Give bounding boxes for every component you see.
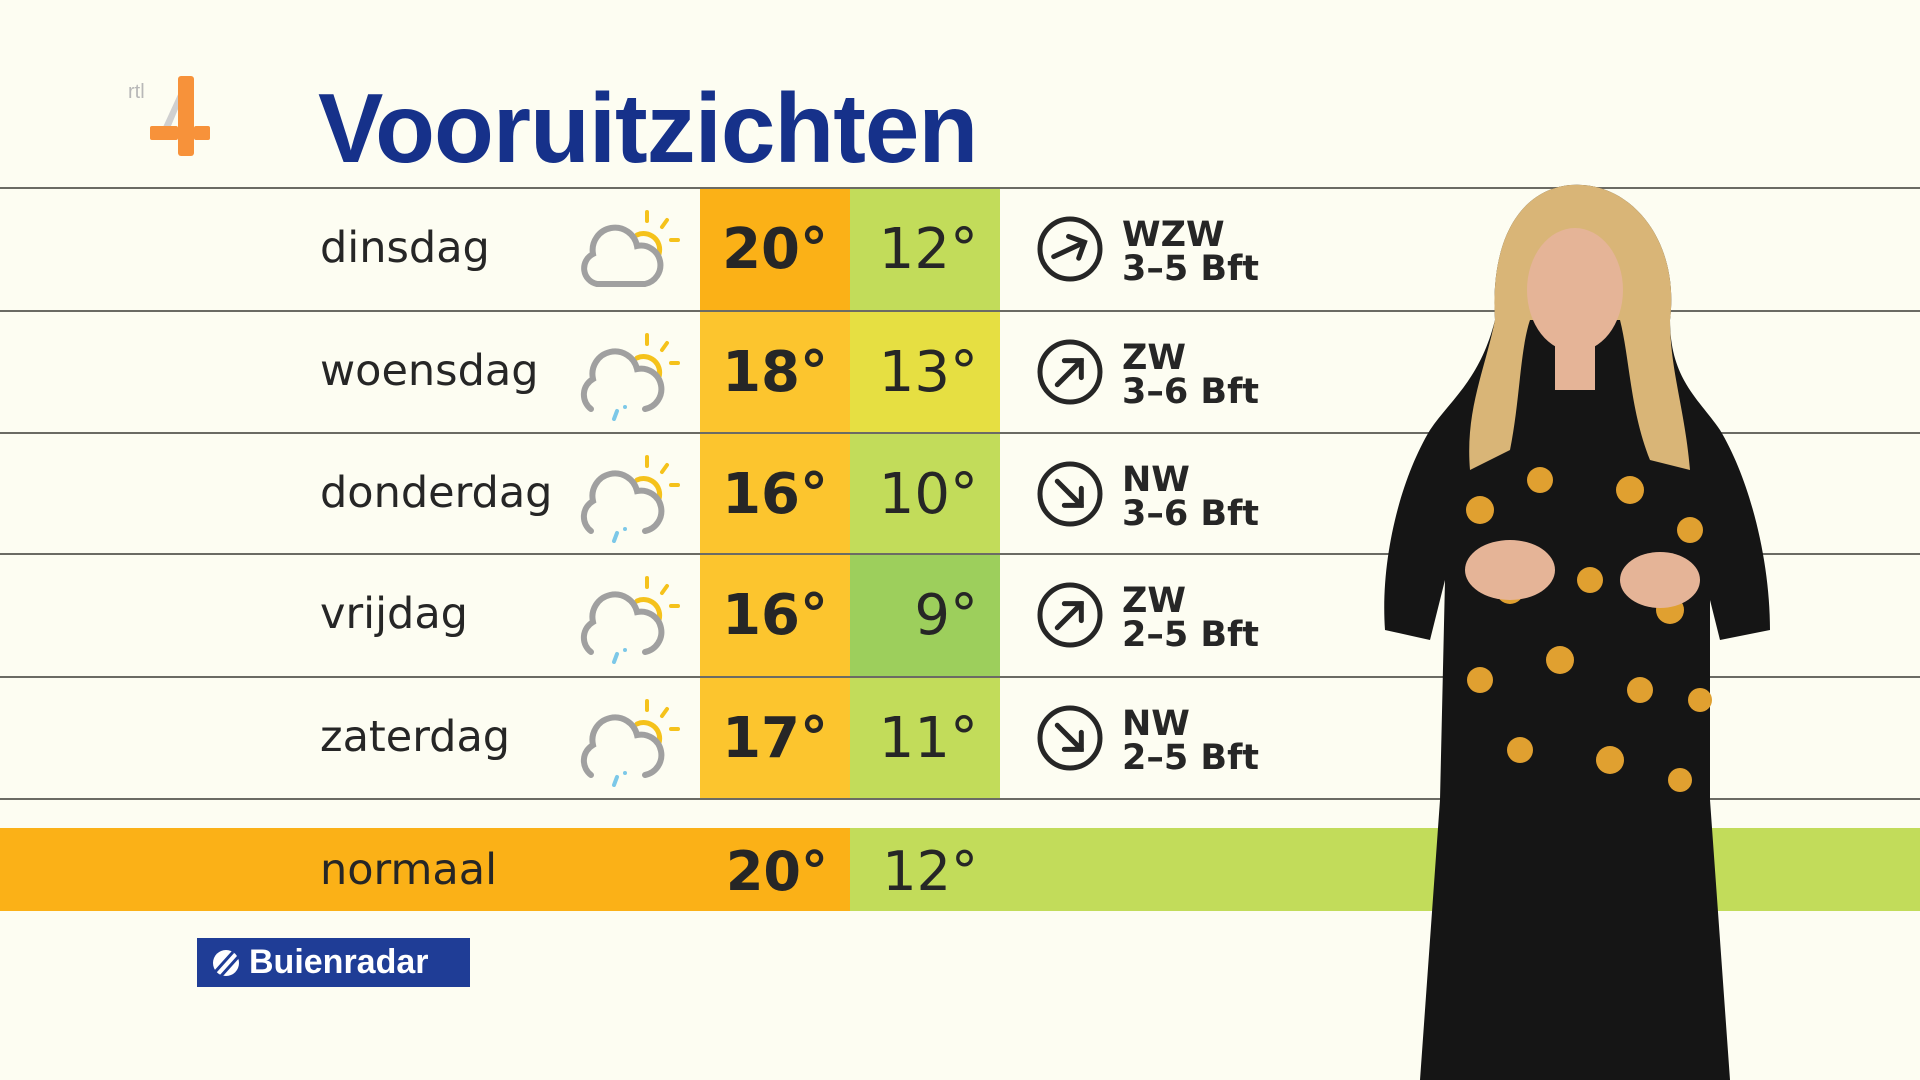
buienradar-label: Buienradar bbox=[249, 943, 429, 981]
forecast-row: donderdag 16° 10° NW 3–6 Bft bbox=[0, 433, 1920, 555]
low-temp: 11° bbox=[850, 677, 1000, 799]
low-temp: 10° bbox=[850, 433, 1000, 555]
wind-info: WZW 3–5 Bft bbox=[1122, 215, 1260, 289]
wind-force: 3–6 Bft bbox=[1122, 372, 1260, 412]
wind-info: NW 2–5 Bft bbox=[1122, 704, 1260, 778]
row-divider bbox=[0, 310, 1920, 312]
low-temp: 13° bbox=[850, 311, 1000, 433]
day-label: zaterdag bbox=[320, 712, 511, 762]
forecast-row: vrijdag 16° 9° ZW 2–5 Bft bbox=[0, 554, 1920, 676]
buienradar-logo: Buienradar bbox=[197, 938, 470, 987]
wind-force: 2–5 Bft bbox=[1122, 615, 1260, 655]
low-temp: 12° bbox=[850, 188, 1000, 310]
partly-cloudy-icon bbox=[581, 210, 680, 287]
wind-direction: ZW bbox=[1122, 581, 1186, 621]
normal-high: 20° bbox=[725, 840, 828, 903]
normal-label: normaal bbox=[320, 845, 498, 895]
buienradar-icon bbox=[213, 949, 241, 977]
svg-text:rtl: rtl bbox=[128, 81, 145, 103]
wind-info: ZW 2–5 Bft bbox=[1122, 581, 1260, 655]
wind-info: ZW 3–6 Bft bbox=[1122, 338, 1260, 412]
wind-arrow-icon bbox=[1037, 582, 1103, 648]
forecast-row: woensdag 18° 13° ZW 3–6 Bft bbox=[0, 311, 1920, 433]
day-label: donderdag bbox=[320, 468, 553, 518]
forecast-row: zaterdag 17° 11° NW 2–5 Bft bbox=[0, 677, 1920, 799]
row-divider bbox=[0, 798, 1920, 800]
wind-arrow-icon bbox=[1037, 216, 1103, 282]
wind-arrow-icon bbox=[1037, 339, 1103, 405]
wind-info: NW 3–6 Bft bbox=[1122, 460, 1260, 534]
wind-direction: NW bbox=[1122, 704, 1190, 744]
row-divider bbox=[0, 187, 1920, 189]
high-temp: 16° bbox=[700, 433, 850, 555]
row-divider bbox=[0, 553, 1920, 555]
wind-force: 2–5 Bft bbox=[1122, 738, 1260, 778]
page-title: Vooruitzichten bbox=[318, 73, 978, 183]
partly-cloudy-rain-icon bbox=[580, 333, 680, 421]
day-label: dinsdag bbox=[320, 223, 490, 273]
wind-force: 3–6 Bft bbox=[1122, 494, 1260, 534]
high-temp: 20° bbox=[700, 188, 850, 310]
wind-arrow-icon bbox=[1037, 461, 1103, 527]
high-temp: 17° bbox=[700, 677, 850, 799]
partly-cloudy-rain-icon bbox=[580, 699, 680, 787]
rtl4-logo: rtl bbox=[128, 68, 228, 160]
high-temp: 18° bbox=[700, 311, 850, 433]
forecast-row: dinsdag 20° 12° WZW 3–5 Bft bbox=[0, 188, 1920, 310]
wind-direction: ZW bbox=[1122, 338, 1186, 378]
presenter-image bbox=[1384, 184, 1770, 1080]
wind-direction: WZW bbox=[1122, 215, 1225, 255]
normal-low: 12° bbox=[882, 840, 978, 903]
wind-direction: NW bbox=[1122, 460, 1190, 500]
wind-force: 3–5 Bft bbox=[1122, 249, 1260, 289]
normal-high-band bbox=[0, 828, 850, 911]
partly-cloudy-rain-icon bbox=[580, 576, 680, 664]
row-divider bbox=[0, 676, 1920, 678]
normal-low-band bbox=[850, 828, 1920, 911]
high-temp: 16° bbox=[700, 554, 850, 676]
low-temp: 9° bbox=[850, 554, 1000, 676]
day-label: woensdag bbox=[320, 346, 539, 396]
wind-arrow-icon bbox=[1037, 705, 1103, 771]
row-divider bbox=[0, 432, 1920, 434]
partly-cloudy-rain-icon bbox=[580, 455, 680, 543]
day-label: vrijdag bbox=[320, 589, 468, 639]
